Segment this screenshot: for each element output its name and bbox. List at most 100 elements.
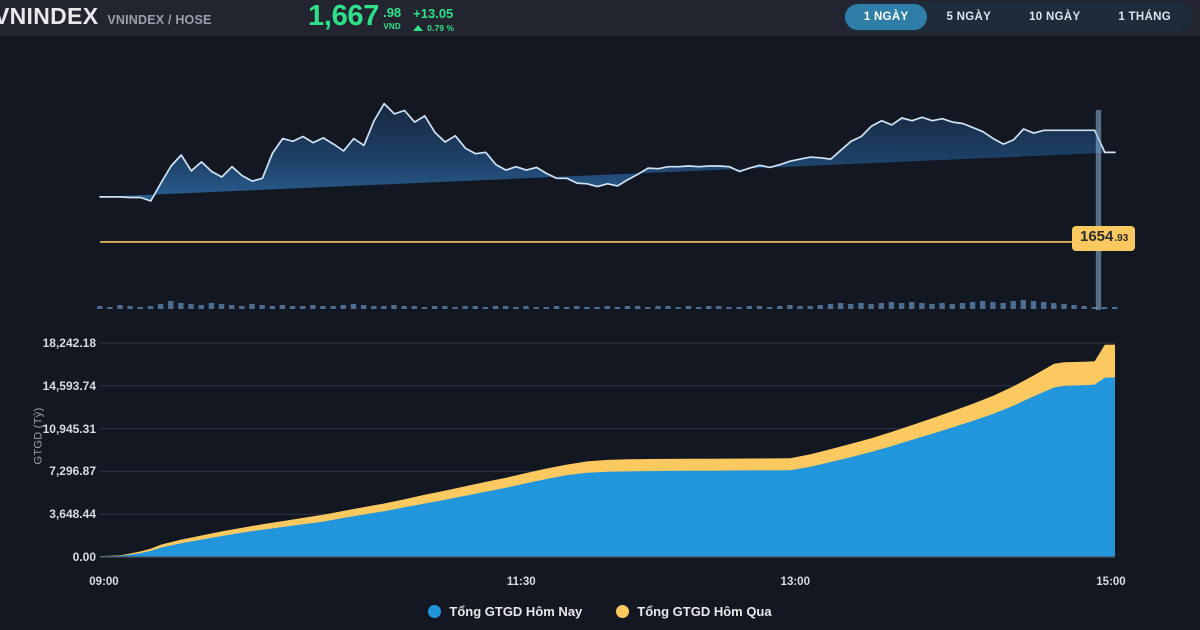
volume-bar	[411, 306, 417, 309]
volume-bar	[624, 306, 631, 309]
volume-bar-atc	[1095, 110, 1102, 310]
volume-bar	[178, 303, 184, 309]
volume-bar	[97, 306, 103, 309]
volume-bar	[279, 305, 286, 309]
volume-bar	[563, 307, 570, 309]
volume-bar	[675, 307, 681, 309]
volume-bar	[472, 306, 478, 309]
legend-item-0[interactable]: Tổng GTGD Hôm Nay	[428, 604, 582, 619]
symbol-block: VNINDEX VNINDEX / HOSE	[0, 3, 212, 30]
currency-label: VND	[383, 22, 401, 31]
y-tick-label-5: 18,242.18	[42, 336, 96, 350]
volume-bar	[482, 307, 489, 309]
volume-bar	[635, 306, 641, 309]
volume-bar	[777, 306, 783, 309]
volume-bar	[939, 303, 945, 309]
symbol-exchange: VNINDEX / HOSE	[107, 13, 212, 27]
price-chart	[0, 60, 1200, 320]
price-fraction-block: .98 VND	[383, 1, 401, 32]
price-area-fill	[100, 103, 1115, 201]
volume-bar	[614, 307, 620, 309]
volume-bar	[1061, 304, 1067, 309]
volume-bar	[218, 304, 225, 309]
y-tick-label-2: 7,296.87	[49, 464, 96, 479]
volume-bar	[1010, 301, 1016, 309]
range-tab-0[interactable]: 1 NGÀY	[844, 4, 928, 30]
volume-bar	[1000, 303, 1006, 309]
volume-bar	[980, 301, 986, 309]
volume-bar	[350, 304, 357, 309]
y-axis-ticks: 0.00 3,648.44 7,296.87 10,945.31 14,593.74 18…	[0, 325, 96, 575]
volume-bar	[756, 306, 763, 309]
volume-bar	[533, 307, 539, 309]
volume-bar	[229, 305, 235, 309]
volume-bar	[269, 306, 275, 309]
volume-bar	[949, 304, 955, 309]
legend-label: Tổng GTGD Hôm Qua	[637, 604, 772, 619]
volume-bar	[716, 306, 722, 309]
volume-bar	[969, 302, 976, 309]
volume-bar	[320, 306, 326, 309]
triangle-up-icon	[413, 25, 424, 31]
volume-bar	[381, 306, 387, 309]
volume-bar	[431, 306, 438, 309]
volume-bar	[391, 305, 397, 309]
y-tick-label-4: 14,593.74	[42, 378, 96, 393]
volume-bar	[1051, 303, 1057, 309]
volume-bar	[157, 304, 164, 309]
volume-bar	[990, 302, 996, 309]
volume-bar	[706, 306, 712, 309]
volume-bar	[340, 305, 346, 309]
x-tick-label-2: 13:00	[780, 576, 810, 588]
volume-bar	[492, 306, 499, 309]
volume-bar	[371, 306, 377, 309]
header-bar: VNINDEX VNINDEX / HOSE 1,667 .98 VND +13…	[0, 0, 1200, 36]
volume-bar	[289, 306, 296, 309]
price-value: 1,667	[308, 0, 380, 32]
range-tab-1[interactable]: 5 NGÀY	[946, 11, 992, 23]
volume-bar	[1071, 305, 1077, 309]
volume-bar	[655, 306, 661, 309]
volume-bar	[310, 305, 316, 309]
range-tab-3[interactable]: 1 THÁNG	[1118, 11, 1171, 23]
volume-bar	[543, 307, 549, 309]
volume-bar	[695, 307, 702, 309]
volume-bar	[746, 306, 752, 309]
volume-bar	[827, 304, 834, 309]
volume-bar	[513, 307, 519, 309]
legend-swatch-icon	[428, 605, 442, 618]
volume-bar	[147, 306, 154, 309]
volume-bar	[858, 303, 864, 309]
volume-bar	[807, 306, 813, 309]
range-tab-2[interactable]: 10 NGÀY	[1029, 11, 1081, 23]
change-block: +13.05 0.79 %	[413, 1, 454, 33]
volume-bar	[909, 302, 915, 309]
change-percent: 0.79 %	[427, 23, 455, 33]
gtgd-chart-svg	[100, 342, 1115, 558]
y-tick-label-0: 0.00	[72, 550, 96, 564]
page-title: VNINDEX	[0, 3, 99, 29]
volume-bar	[797, 306, 803, 309]
volume-bar	[817, 305, 823, 309]
volume-bar	[452, 307, 458, 309]
volume-bar	[137, 307, 143, 309]
volume-bar	[188, 304, 194, 309]
volume-bar	[117, 305, 123, 309]
x-axis-ticks: 09:00 11:30 13:00 15:00	[0, 576, 1200, 594]
change-absolute: +13.05	[413, 6, 454, 21]
volume-bar	[259, 305, 265, 309]
legend-item-1[interactable]: Tổng GTGD Hôm Qua	[616, 604, 772, 619]
price-fraction: .98	[383, 5, 402, 20]
reference-price-fraction: .93	[1114, 233, 1129, 244]
volume-bar	[249, 304, 255, 309]
volume-bar	[127, 306, 133, 309]
volume-bar	[898, 303, 905, 309]
legend-label: Tổng GTGD Hôm Nay	[449, 604, 583, 619]
volume-bar	[888, 302, 895, 309]
reference-price-whole: 1654	[1080, 228, 1114, 245]
volume-bar	[523, 306, 529, 309]
volume-bar	[198, 305, 204, 309]
volume-bar	[726, 307, 732, 309]
volume-bar	[574, 306, 580, 309]
